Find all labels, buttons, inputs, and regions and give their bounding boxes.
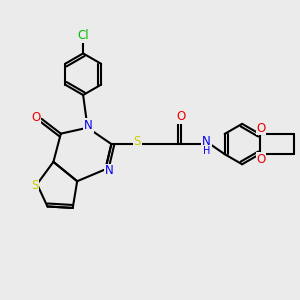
Text: O: O bbox=[256, 153, 266, 166]
Text: S: S bbox=[134, 135, 141, 148]
Text: S: S bbox=[31, 179, 38, 192]
Text: H: H bbox=[203, 146, 210, 156]
Text: O: O bbox=[176, 110, 185, 123]
Text: N: N bbox=[202, 136, 211, 148]
Text: N: N bbox=[84, 119, 93, 132]
Text: O: O bbox=[256, 122, 266, 134]
Text: O: O bbox=[32, 111, 41, 124]
Text: N: N bbox=[105, 164, 114, 177]
Text: Cl: Cl bbox=[77, 29, 89, 42]
